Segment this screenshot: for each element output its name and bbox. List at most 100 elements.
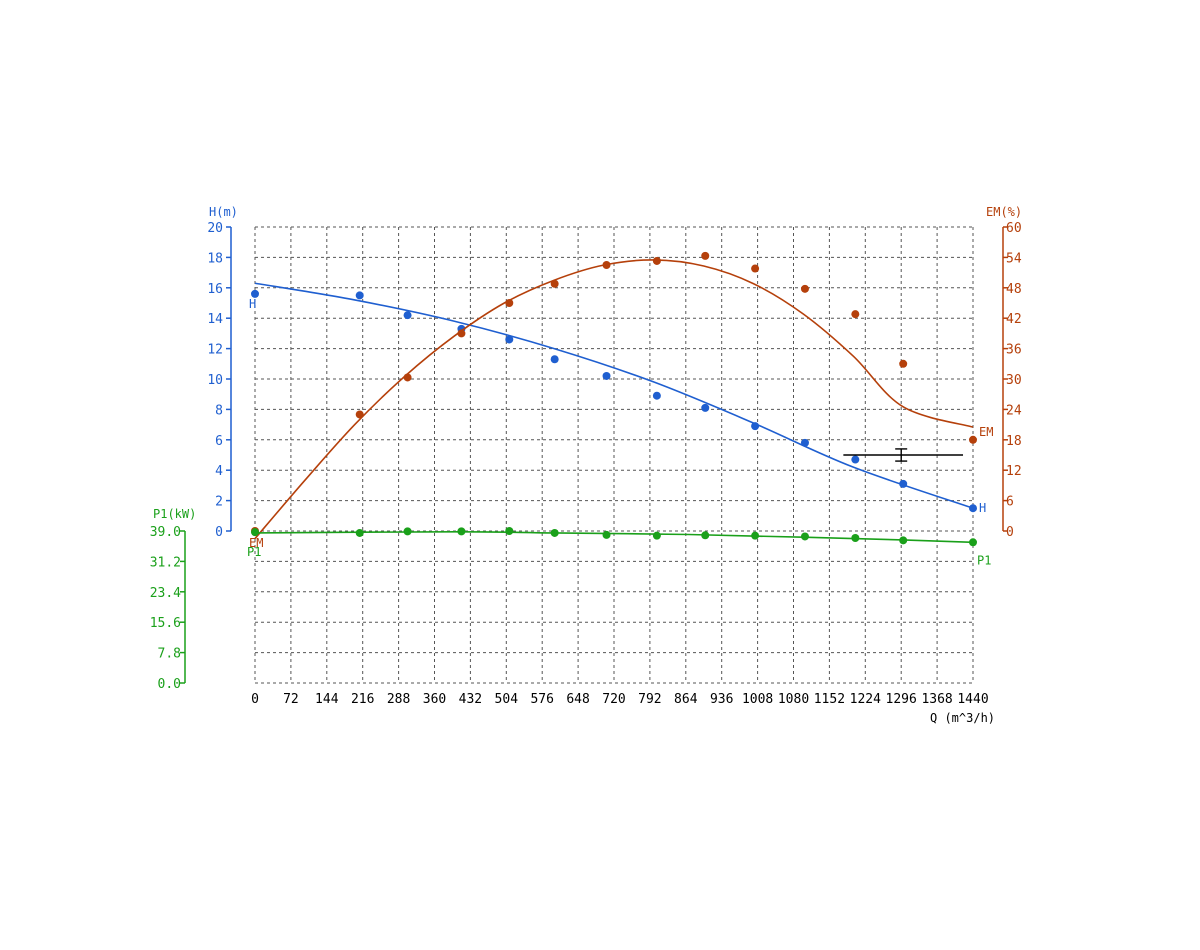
em-tick-label: 30 [1006,373,1022,388]
series-em-point [800,284,809,293]
series-p1-point [800,532,809,541]
h-tick-label: 16 [207,282,223,297]
series-em-start-label: EM [249,536,263,550]
x-tick-label: 864 [674,692,698,707]
series-p1-point [851,534,860,543]
series-h-curve [254,282,974,509]
h-tick-label: 8 [215,403,223,418]
em-tick-label: 60 [1006,221,1022,236]
em-tick-label: 54 [1006,251,1022,266]
x-axis-ticks: 0 72 144 216 288 360 432 504 576 648 720 792 864 936 1… [251,692,989,707]
series-em-point [355,410,364,419]
em-tick-label: 12 [1006,464,1022,479]
series-h-point [403,311,412,320]
em-axis-ticks: 0 6 12 18 24 30 36 42 48 54 60 [1003,221,1022,540]
em-tick-label: 6 [1006,495,1014,510]
series-p1-point [251,528,259,537]
h-tick-label: 10 [207,373,223,388]
series-p1-point [602,530,611,539]
p1-tick-label: 39.0 [150,525,181,540]
series-p1-end-label: P1 [977,553,991,567]
em-tick-label: 0 [1006,525,1014,540]
h-tick-label: 2 [215,495,223,510]
em-tick-label: 36 [1006,343,1022,358]
x-tick-label: 288 [387,692,410,707]
series-em-point [602,261,611,269]
series-em-point [457,329,466,338]
x-tick-label: 144 [315,692,339,707]
x-tick-label: 1368 [921,692,952,707]
x-axis-title: Q (m^3/h) [930,711,995,725]
h-tick-label: 12 [207,343,223,358]
p1-tick-label: 0.0 [158,677,181,692]
series-p1-point [751,531,760,540]
h-tick-label: 18 [207,251,223,266]
em-tick-label: 42 [1006,312,1022,327]
series-em-point [899,359,908,368]
x-tick-label: 936 [710,692,733,707]
h-axis-ticks: 0 2 4 6 8 10 12 14 16 18 20 [207,221,231,540]
series-em-point [701,251,710,260]
series-em-point [851,310,860,319]
em-tick-label: 18 [1006,434,1022,449]
series-p1-point [652,531,661,540]
h-tick-label: 20 [207,221,223,236]
series-p1-point [403,527,412,536]
p1-axis-ticks: 0.0 7.8 15.6 23.4 31.2 39.0 [150,525,185,692]
series-h-point [969,504,977,513]
h-tick-label: 0 [215,525,223,540]
h-axis-title: H(m) [209,205,238,219]
series-em-end-label: EM [979,425,993,439]
series-p1-point [969,538,977,547]
operating-point-marker [843,448,964,462]
series-h: HH [249,282,986,515]
x-tick-label: 792 [638,692,661,707]
x-tick-label: 1224 [850,692,881,707]
h-tick-label: 4 [215,464,223,479]
series-h-point [251,289,259,298]
em-tick-label: 24 [1006,403,1022,418]
series-p1-point [701,531,710,540]
series-em-point [969,435,977,444]
series-h-point [701,403,710,412]
p1-tick-label: 7.8 [158,647,181,662]
x-tick-label: 432 [459,692,482,707]
series-em-point [505,299,514,307]
x-tick-label: 72 [283,692,299,707]
x-tick-label: 720 [602,692,625,707]
series-p1-curve [254,530,974,544]
em-axis-title: EM(%) [986,205,1022,219]
series-em: EM EM [249,251,993,550]
x-tick-label: 648 [566,692,589,707]
series-h-end-label: H [979,501,986,515]
em-tick-label: 48 [1006,282,1022,297]
series-h-point [355,291,364,300]
series-h-point [602,371,611,380]
h-tick-label: 14 [207,312,223,327]
p1-axis-title: P1(kW) [153,507,196,521]
x-tick-label: 216 [351,692,374,707]
p1-tick-label: 31.2 [150,555,181,570]
series-p1-point [550,528,559,537]
p1-tick-label: 15.6 [150,616,181,631]
x-tick-label: 576 [530,692,553,707]
series-p1-point [505,527,514,535]
p1-tick-label: 23.4 [150,586,181,601]
x-tick-label: 1296 [886,692,917,707]
h-tick-label: 6 [215,434,223,449]
series-h-point [652,391,661,400]
series-em-point [403,373,412,382]
series-h-start-label: H [249,297,256,311]
x-tick-label: 1440 [957,692,988,707]
x-tick-label: 360 [423,692,446,707]
series-h-point [751,422,760,431]
series-p1: P1 P1 [247,527,991,567]
series-p1-start-label: P1 [247,545,261,559]
x-tick-label: 504 [495,692,519,707]
series-h-point [851,455,860,464]
x-tick-label: 1080 [778,692,809,707]
series-h-point [899,479,908,488]
series-p1-point [355,528,364,537]
